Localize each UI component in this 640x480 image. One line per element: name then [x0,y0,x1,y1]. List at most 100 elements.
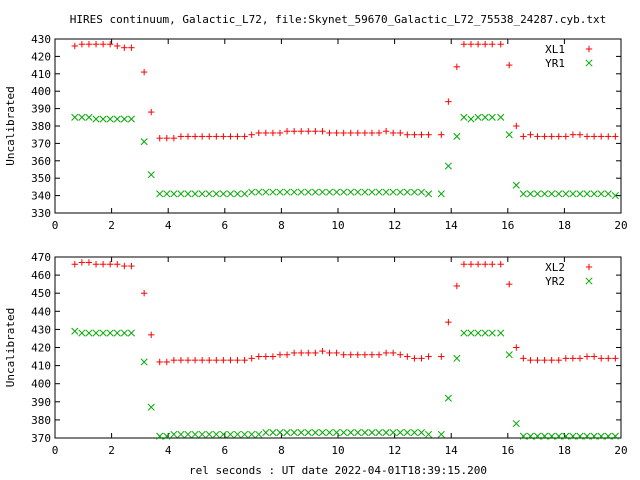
x-tick-label: 0 [52,219,59,232]
data-point [389,349,397,357]
data-point [304,429,312,437]
data-point [325,429,334,437]
data-point [417,188,426,196]
data-point [375,429,383,437]
data-point [597,133,605,140]
data-point [389,429,397,437]
data-point [241,133,248,140]
data-point [548,432,556,440]
data-point [474,113,482,121]
x-tick-label: 18 [558,219,571,232]
data-point [519,432,527,440]
data-point [71,113,79,121]
data-point [505,351,513,359]
data-point [311,429,319,437]
data-point [184,430,192,438]
x-tick-label: 16 [501,219,514,232]
data-point [425,131,432,138]
data-point [163,134,170,142]
data-point [120,329,128,337]
y-tick-label: 380 [31,414,51,427]
data-point [114,261,121,268]
data-point [527,356,534,364]
data-point [562,432,570,440]
data-point [445,318,452,326]
data-point [467,329,475,337]
data-point [297,188,305,196]
data-point [241,356,248,364]
data-point [85,113,93,121]
chart-title: HIRES continuum, Galactic_L72, file:Skyn… [70,13,606,26]
data-point [453,132,461,140]
data-point [597,190,605,198]
y-tick-label: 390 [31,396,51,409]
data-point [227,133,234,140]
data-point [304,188,312,196]
data-point [576,190,584,198]
y-tick-label: 460 [31,269,51,282]
data-point [438,353,445,360]
data-point [233,430,242,438]
data-point [106,261,114,268]
x-tick-label: 12 [388,219,401,232]
data-point [198,430,206,438]
data-point [460,113,468,121]
data-point [219,430,227,438]
data-point [474,329,482,337]
data-point [127,329,135,337]
data-point [276,188,284,196]
data-point [382,429,390,437]
data-point [140,290,148,297]
data-point [583,432,591,440]
data-point [113,115,121,123]
data-point [170,430,178,438]
data-point [92,41,100,48]
data-point [375,351,383,358]
data-point [488,113,496,121]
y-tick-label: 350 [31,172,51,185]
data-point [71,327,79,335]
data-point [425,430,433,438]
data-point [128,262,135,270]
x-tick-label: 2 [108,444,115,457]
data-point [170,190,178,198]
data-point [220,356,227,364]
data-point [121,262,128,270]
legend-label: YR1 [545,57,565,70]
x-tick-label: 18 [558,444,571,457]
data-point [347,188,355,196]
data-point [497,41,504,48]
data-point [368,351,376,358]
data-point [121,44,128,51]
data-point [590,353,598,360]
data-point [418,131,425,138]
data-point [437,430,445,438]
data-point [114,42,121,50]
data-point [198,133,206,140]
data-point [583,133,591,140]
data-point [576,355,584,362]
data-point [460,329,468,337]
data-point [255,129,262,137]
data-point [382,188,390,196]
data-point [248,188,256,196]
data-point [590,190,598,198]
data-point [368,188,376,196]
data-point [106,41,114,48]
data-point [140,138,148,146]
legend-label: YR2 [545,275,565,288]
data-point [213,133,220,140]
data-point [368,429,376,437]
y-tick-label: 430 [31,323,51,336]
data-point [520,355,527,362]
x-tick-label: 16 [501,444,514,457]
data-point [437,190,445,198]
data-point [71,42,79,50]
data-point [156,432,164,440]
data-point [397,129,404,137]
data-point [319,347,326,355]
data-point [325,188,334,196]
data-point [290,349,298,357]
data-point [312,128,319,135]
